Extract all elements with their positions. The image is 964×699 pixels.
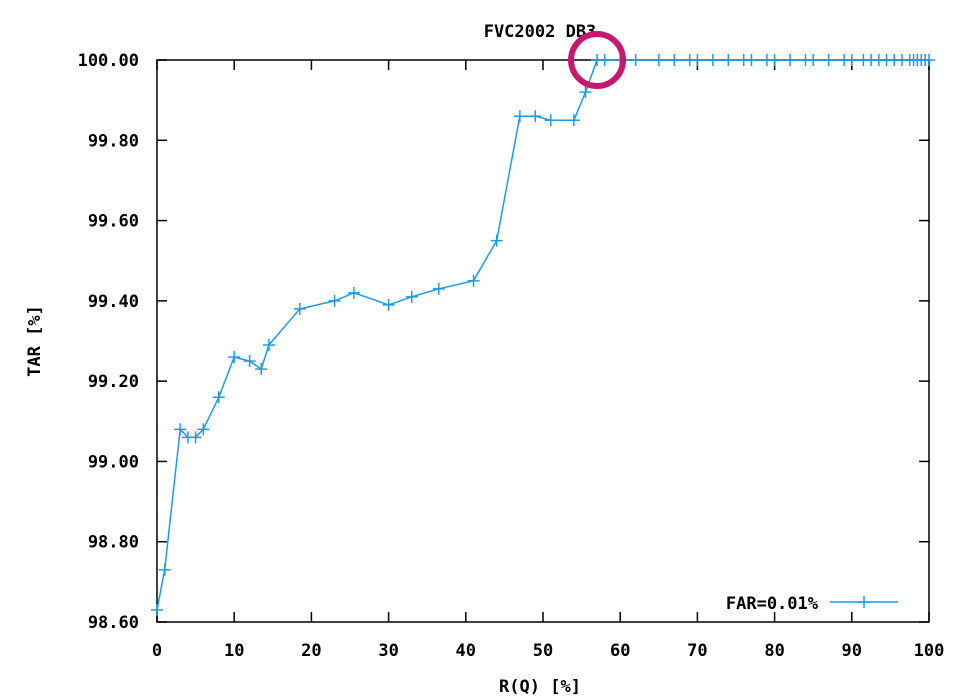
- series-group: [151, 54, 935, 616]
- data-point: [212, 391, 225, 404]
- x-axis-ticks: 0 10 20 30 40 50 60 70 80 90 100: [152, 60, 944, 661]
- data-point: [293, 302, 306, 315]
- data-point: [405, 290, 418, 303]
- data-point: [668, 54, 681, 66]
- chart-title: FVC2002 DB3: [484, 22, 597, 42]
- y-tick-label: 99.80: [88, 131, 139, 151]
- x-tick-label: 30: [378, 641, 398, 661]
- data-point: [513, 110, 526, 123]
- data-point: [382, 298, 395, 311]
- x-tick-label: 50: [533, 641, 553, 661]
- data-point: [768, 54, 781, 66]
- x-tick-label: 100: [914, 641, 945, 661]
- data-point: [529, 110, 542, 123]
- data-point: [822, 54, 835, 66]
- data-point: [923, 54, 935, 66]
- data-point: [432, 282, 445, 295]
- data-point: [629, 54, 642, 66]
- y-tick-label: 98.80: [88, 533, 139, 553]
- x-tick-label: 80: [764, 641, 784, 661]
- data-point: [722, 54, 735, 66]
- y-tick-label: 99.60: [88, 212, 139, 232]
- y-tick-label: 99.20: [88, 372, 139, 392]
- data-point: [158, 563, 171, 576]
- x-tick-label: 10: [224, 641, 244, 661]
- y-tick-label: 98.60: [88, 613, 139, 633]
- data-point: [228, 351, 241, 364]
- data-point: [467, 274, 480, 287]
- data-point: [328, 294, 341, 307]
- data-point: [807, 54, 820, 66]
- data-point: [784, 54, 797, 66]
- data-point: [189, 431, 202, 444]
- data-point: [197, 423, 210, 436]
- y-axis-label: TAR [%]: [25, 305, 45, 377]
- x-tick-label: 20: [301, 641, 321, 661]
- data-point: [490, 234, 503, 247]
- plot-area-frame: [156, 59, 930, 623]
- y-tick-label: 99.40: [88, 292, 139, 312]
- legend: FAR=0.01%: [726, 594, 898, 614]
- data-point: [544, 114, 557, 127]
- y-tick-label: 99.00: [88, 452, 139, 472]
- x-tick-label: 90: [842, 641, 862, 661]
- data-point: [347, 286, 360, 299]
- data-point: [706, 54, 719, 66]
- x-tick-label: 70: [687, 641, 707, 661]
- y-tick-label: 100.00: [78, 51, 139, 71]
- y-axis-ticks: 98.60 98.80 99.00 99.20 99.40 99.60 99.80 100.0…: [78, 51, 929, 633]
- data-point: [598, 54, 611, 66]
- data-point: [174, 423, 187, 436]
- series-line: [156, 59, 929, 611]
- x-tick-label: 60: [610, 641, 630, 661]
- data-point: [255, 363, 268, 376]
- data-point: [243, 355, 256, 368]
- legend-label: FAR=0.01%: [726, 594, 819, 614]
- data-point: [691, 54, 704, 66]
- annotation-group: [568, 31, 627, 89]
- data-point: [652, 54, 665, 66]
- data-point: [567, 114, 580, 127]
- highlight-circle: [568, 31, 627, 89]
- data-point: [845, 54, 858, 66]
- data-point: [151, 603, 163, 616]
- x-tick-label: 0: [152, 641, 162, 661]
- x-axis-label: R(Q) [%]: [499, 677, 581, 697]
- data-point: [579, 86, 592, 99]
- data-point: [262, 339, 275, 352]
- x-tick-label: 40: [456, 641, 476, 661]
- data-point: [745, 54, 758, 66]
